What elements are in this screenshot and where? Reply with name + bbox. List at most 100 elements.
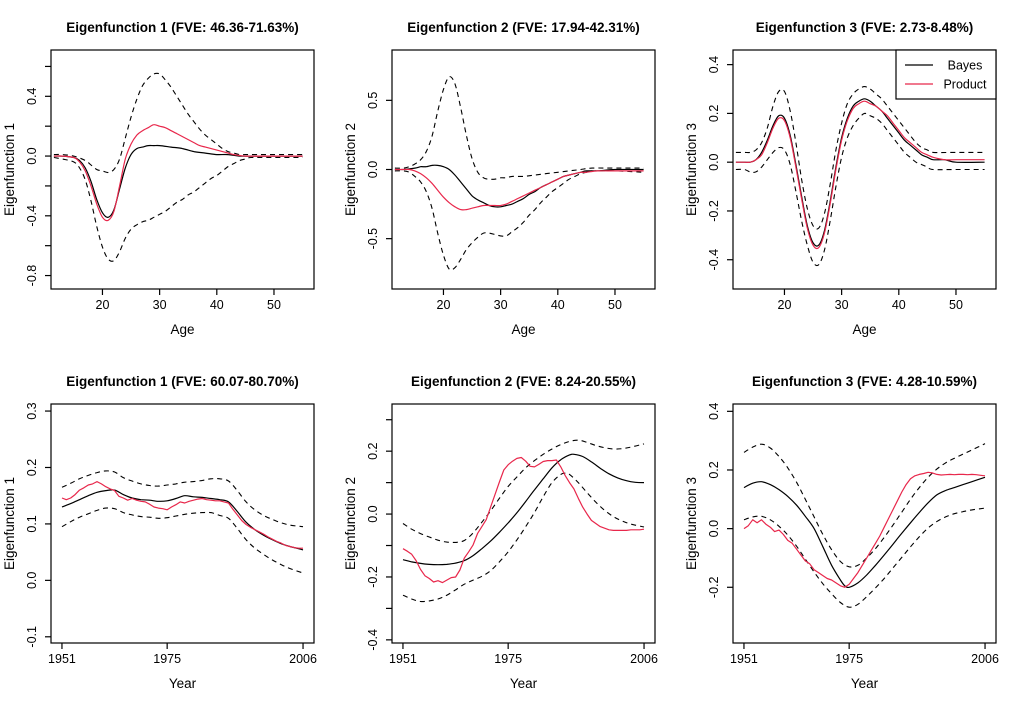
x-tick-label: 2006 [289, 652, 317, 666]
x-axis-label: Year [169, 676, 197, 691]
series-lower-ci [402, 472, 645, 603]
plot-box [50, 403, 315, 644]
chart-age-eigenfunction-1: Eigenfunction 1 (FVE: 46.36-71.63%) 20 30 4… [0, 0, 341, 354]
y-axis-label: Eigenfunction 3 [684, 123, 699, 216]
x-tick-label: 2006 [971, 652, 999, 666]
series-lower-ci [394, 170, 644, 271]
plot-box [732, 403, 997, 644]
x-tick-label: 40 [210, 298, 224, 312]
y-tick-label: -0.5 [366, 228, 380, 250]
x-axis-label: Age [170, 322, 194, 337]
series-product [61, 481, 303, 549]
y-tick-label: 0.5 [366, 92, 380, 109]
x-tick-label: 1975 [153, 652, 181, 666]
chart-age-eigenfunction-3: Eigenfunction 3 (FVE: 2.73-8.48%) 20 30 40 5… [682, 0, 1023, 354]
series-upper-ci [61, 470, 304, 528]
y-tick-label: 0.0 [25, 572, 39, 589]
panel-age-eigenfunction-1: Eigenfunction 1 (FVE: 46.36-71.63%) 20 30 4… [0, 0, 341, 354]
x-tick-label: 20 [437, 298, 451, 312]
legend-box [895, 49, 997, 100]
series-bayes [402, 453, 645, 566]
y-tick-label: 0.0 [366, 505, 380, 522]
series-lower-ci [735, 112, 985, 267]
series-upper-ci [402, 439, 645, 544]
y-tick-label: 0.2 [707, 105, 721, 122]
chart-year-eigenfunction-3: Eigenfunction 3 (FVE: 4.28-10.59%) 1951 19… [682, 354, 1023, 709]
x-axis-label: Age [511, 322, 535, 337]
panel-age-eigenfunction-3: Eigenfunction 3 (FVE: 2.73-8.48%) 20 30 40 5… [682, 0, 1023, 354]
series-bayes [61, 489, 304, 551]
x-tick-label: 40 [551, 298, 565, 312]
y-tick-label: -0.2 [707, 200, 721, 222]
chart-title: Eigenfunction 1 (FVE: 60.07-80.70%) [66, 374, 299, 389]
series-upper-ci [394, 76, 644, 180]
y-tick-label: -0.4 [707, 249, 721, 271]
chart-title: Eigenfunction 2 (FVE: 8.24-20.55%) [411, 374, 636, 389]
chart-title: Eigenfunction 1 (FVE: 46.36-71.63%) [66, 20, 299, 35]
y-tick-label: 0.2 [25, 459, 39, 476]
chart-age-eigenfunction-2: Eigenfunction 2 (FVE: 17.94-42.31%) 20 30 4… [341, 0, 682, 354]
y-tick-label: -0.1 [25, 626, 39, 648]
y-tick-label: 0.0 [25, 147, 39, 164]
x-axis-label: Year [851, 676, 879, 691]
series-lower-ci [61, 507, 304, 574]
y-tick-label: 0.4 [707, 56, 721, 73]
y-tick-label: 0.2 [366, 442, 380, 459]
y-tick-label: 0.4 [25, 88, 39, 105]
x-axis-label: Age [852, 322, 876, 337]
chart-title: Eigenfunction 2 (FVE: 17.94-42.31%) [407, 20, 640, 35]
y-axis-label: Eigenfunction 1 [2, 477, 17, 570]
series-product [402, 456, 645, 584]
series-product [735, 100, 985, 250]
y-axis-label: Eigenfunction 1 [2, 123, 17, 216]
x-tick-label: 50 [267, 298, 281, 312]
x-tick-label: 50 [949, 298, 963, 312]
x-axis-label: Year [510, 676, 538, 691]
x-tick-label: 1975 [494, 652, 522, 666]
series-product [394, 168, 644, 211]
x-tick-label: 1951 [730, 652, 758, 666]
y-tick-label: 0.0 [707, 153, 721, 170]
legend-label: Bayes [948, 59, 983, 73]
series-bayes [53, 144, 303, 218]
series-bayes [743, 476, 986, 589]
legend-label: Product [943, 78, 987, 92]
panel-year-eigenfunction-3: Eigenfunction 3 (FVE: 4.28-10.59%) 1951 19… [682, 354, 1023, 709]
x-tick-label: 50 [608, 298, 622, 312]
y-tick-label: -0.4 [366, 629, 380, 651]
y-tick-label: 0.3 [25, 402, 39, 419]
series-upper-ci [735, 86, 985, 230]
y-tick-label: -0.4 [25, 205, 39, 227]
y-tick-label: -0.2 [707, 576, 721, 598]
chart-title: Eigenfunction 3 (FVE: 2.73-8.48%) [756, 20, 974, 35]
y-axis-label: Eigenfunction 2 [343, 123, 358, 216]
x-tick-label: 30 [494, 298, 508, 312]
chart-year-eigenfunction-2: Eigenfunction 2 (FVE: 8.24-20.55%) 1951 19… [341, 354, 682, 709]
x-tick-label: 1951 [389, 652, 417, 666]
series-lower-ci [53, 156, 303, 262]
plot-box [50, 49, 315, 290]
series-bayes [394, 164, 644, 208]
y-tick-label: -0.2 [366, 566, 380, 588]
chart-year-eigenfunction-1: Eigenfunction 1 (FVE: 60.07-80.70%) 1951 1… [0, 354, 341, 709]
panel-age-eigenfunction-2: Eigenfunction 2 (FVE: 17.94-42.31%) 20 30 4… [341, 0, 682, 354]
series-product [53, 124, 303, 222]
series-upper-ci [53, 72, 303, 174]
x-tick-label: 2006 [630, 652, 658, 666]
y-tick-label: 0.1 [25, 515, 39, 532]
x-tick-label: 20 [96, 298, 110, 312]
panel-year-eigenfunction-1: Eigenfunction 1 (FVE: 60.07-80.70%) 1951 1… [0, 354, 341, 709]
x-tick-label: 30 [835, 298, 849, 312]
x-tick-label: 40 [892, 298, 906, 312]
y-axis-label: Eigenfunction 3 [684, 477, 699, 570]
y-axis-label: Eigenfunction 2 [343, 477, 358, 570]
series-lower-ci [743, 507, 986, 608]
x-tick-label: 30 [153, 298, 167, 312]
panel-year-eigenfunction-2: Eigenfunction 2 (FVE: 8.24-20.55%) 1951 19… [341, 354, 682, 709]
series-bayes [735, 98, 985, 247]
plot-box [732, 49, 997, 290]
series-upper-ci [743, 443, 986, 568]
x-tick-label: 20 [778, 298, 792, 312]
y-tick-label: 0.0 [366, 161, 380, 178]
